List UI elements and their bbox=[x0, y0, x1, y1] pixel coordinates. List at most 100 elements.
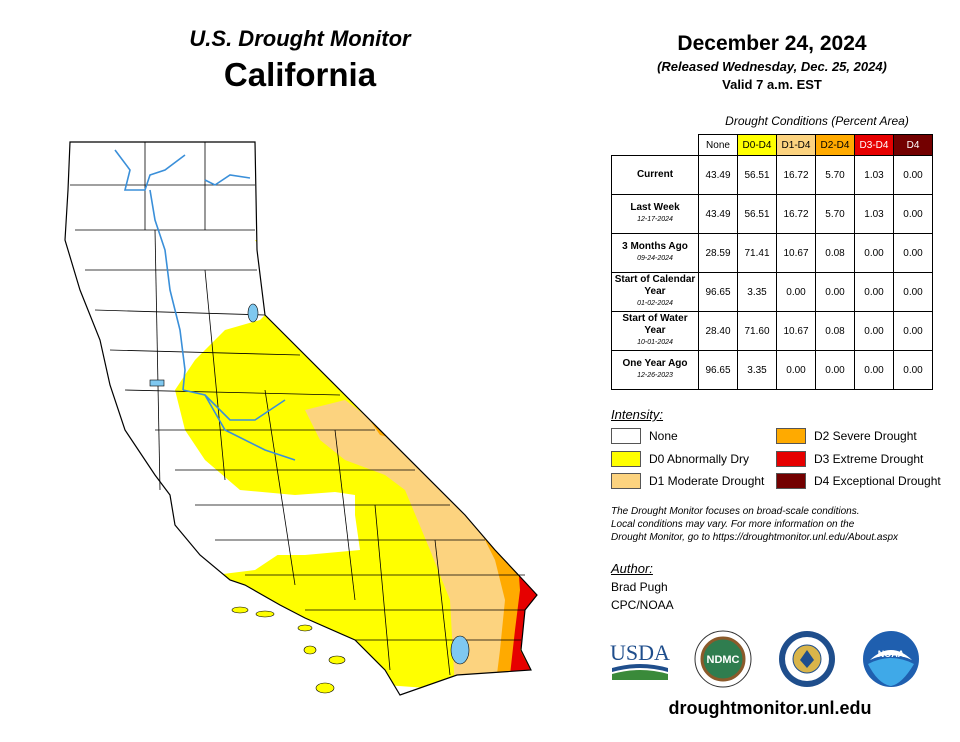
row-date: 01-02-2024 bbox=[637, 300, 673, 307]
row-label: Start of Calendar Year 01-02-2024 bbox=[611, 272, 699, 312]
col-d3-d4: D3-D4 bbox=[854, 134, 894, 156]
ndmc-text: NDMC bbox=[707, 654, 740, 666]
row-date: 10-01-2024 bbox=[637, 339, 673, 346]
table-cell: 3.35 bbox=[737, 350, 777, 390]
valid-time: Valid 7 a.m. EST bbox=[722, 77, 822, 92]
row-name: Current bbox=[636, 169, 674, 180]
col-d1-d4: D1-D4 bbox=[776, 134, 816, 156]
title-block: U.S. Drought Monitor California bbox=[120, 26, 480, 94]
col-d4: D4 bbox=[893, 134, 933, 156]
table-cell: 16.72 bbox=[776, 194, 816, 234]
table-row: Start of Water Year 10-01-2024 28.40 71.60 1… bbox=[611, 311, 933, 351]
table-cell: 5.70 bbox=[815, 194, 855, 234]
row-name: 3 Months Ago bbox=[622, 241, 688, 252]
table-cell: 16.72 bbox=[776, 155, 816, 195]
website-url[interactable]: droughtmonitor.unl.edu bbox=[668, 698, 872, 718]
table-cell: 0.00 bbox=[815, 272, 855, 312]
author-org: CPC/NOAA bbox=[611, 598, 674, 612]
legend-title: Intensity: bbox=[611, 407, 664, 422]
table-cell: 0.00 bbox=[893, 194, 933, 234]
legend-label: D2 Severe Drought bbox=[814, 429, 917, 443]
legend-label: D1 Moderate Drought bbox=[649, 474, 765, 488]
drought-areas bbox=[65, 142, 537, 695]
table-row: One Year Ago 12-26-2023 96.65 3.35 0.00 0.00 0… bbox=[611, 350, 933, 390]
table-cell: 0.08 bbox=[815, 233, 855, 273]
table-cell: 71.60 bbox=[737, 311, 777, 351]
col-d0-d4: D0-D4 bbox=[737, 134, 777, 156]
channel-islands bbox=[231, 606, 346, 694]
author-name: Brad Pugh bbox=[611, 580, 668, 594]
table-cell: 0.00 bbox=[893, 233, 933, 273]
table-cell: 5.70 bbox=[815, 155, 855, 195]
legend-d1: D1 Moderate Drought bbox=[611, 473, 764, 489]
row-label: Start of Water Year 10-01-2024 bbox=[611, 311, 699, 351]
row-label: Current bbox=[611, 155, 699, 195]
table-cell: 0.00 bbox=[815, 350, 855, 390]
table-cell: 56.51 bbox=[737, 155, 777, 195]
table-cell: 0.00 bbox=[893, 350, 933, 390]
table-cell: 1.03 bbox=[854, 194, 894, 234]
row-date: 12-17-2024 bbox=[637, 216, 673, 223]
table-cell: 96.65 bbox=[698, 350, 738, 390]
table-cell: 0.00 bbox=[854, 272, 894, 312]
note-line: The Drought Monitor focuses on broad-sca… bbox=[611, 506, 860, 517]
table-cell: 28.59 bbox=[698, 233, 738, 273]
table-cell: 10.67 bbox=[776, 233, 816, 273]
table-cell: 3.35 bbox=[737, 272, 777, 312]
row-name: Last Week bbox=[630, 202, 680, 213]
table-corner bbox=[612, 135, 699, 156]
table-row: Start of Calendar Year 01-02-2024 96.65 3.3… bbox=[611, 272, 933, 312]
rivers bbox=[114, 149, 296, 461]
table-cell: 0.00 bbox=[893, 272, 933, 312]
legend-swatch-d1 bbox=[611, 473, 641, 489]
legend-d0: D0 Abnormally Dry bbox=[611, 451, 749, 467]
legend-label: D3 Extreme Drought bbox=[814, 452, 924, 466]
commerce-seal-icon bbox=[779, 631, 835, 687]
legend-swatch-d3 bbox=[776, 451, 806, 467]
legend-swatch-d4 bbox=[776, 473, 806, 489]
usda-text: USDA bbox=[610, 640, 670, 665]
ndmc-seal-icon: NDMC bbox=[694, 630, 752, 688]
table-cell: 0.00 bbox=[854, 311, 894, 351]
col-d2-d4: D2-D4 bbox=[815, 134, 855, 156]
legend-swatch-none bbox=[611, 428, 641, 444]
table-cell: 43.49 bbox=[698, 155, 738, 195]
legend-swatch-d0 bbox=[611, 451, 641, 467]
table-cell: 0.00 bbox=[854, 233, 894, 273]
area-d2 bbox=[365, 413, 537, 690]
legend-d2: D2 Severe Drought bbox=[776, 428, 917, 444]
table-row: Current 43.49 56.51 16.72 5.70 1.03 0.00 bbox=[611, 155, 933, 195]
row-name: One Year Ago bbox=[622, 358, 688, 369]
table-cell: 71.41 bbox=[737, 233, 777, 273]
noaa-text: NOAA bbox=[878, 649, 905, 659]
row-name: Start of Water Year bbox=[622, 313, 688, 336]
table-cell: 43.49 bbox=[698, 194, 738, 234]
table-row: Last Week 12-17-2024 43.49 56.51 16.72 5.70 1.… bbox=[611, 194, 933, 234]
legend-label: D0 Abnormally Dry bbox=[649, 452, 750, 466]
col-none: None bbox=[698, 134, 738, 156]
drought-conditions-table: None D0-D4 D1-D4 D2-D4 D3-D4 D4 Current 4… bbox=[611, 134, 933, 390]
author-title: Author: bbox=[611, 561, 653, 576]
state-name: California bbox=[223, 56, 377, 93]
table-cell: 1.03 bbox=[854, 155, 894, 195]
county-lines bbox=[64, 141, 538, 696]
lakes bbox=[149, 303, 470, 665]
table-cell: 0.00 bbox=[893, 311, 933, 351]
legend-none: None bbox=[611, 428, 678, 444]
table-cell: 0.00 bbox=[893, 155, 933, 195]
table-cell: 96.65 bbox=[698, 272, 738, 312]
table-row: 3 Months Ago 09-24-2024 28.59 71.41 10.67 0.0… bbox=[611, 233, 933, 273]
date-block: December 24, 2024 (Released Wednesday, D… bbox=[600, 32, 944, 92]
note-line: Local conditions may vary. For more info… bbox=[611, 519, 855, 530]
legend-d3: D3 Extreme Drought bbox=[776, 451, 923, 467]
table-cell: 0.00 bbox=[776, 350, 816, 390]
usda-logo-icon: USDA bbox=[610, 640, 670, 680]
map-date: December 24, 2024 bbox=[677, 32, 867, 55]
california-drought-map bbox=[64, 141, 538, 696]
legend-d4: D4 Exceptional Drought bbox=[776, 473, 941, 489]
table-header-row: None D0-D4 D1-D4 D2-D4 D3-D4 D4 bbox=[612, 134, 933, 156]
legend-label: None bbox=[649, 429, 678, 443]
map-title: U.S. Drought Monitor bbox=[189, 26, 411, 51]
table-cell: 0.00 bbox=[776, 272, 816, 312]
legend-label: D4 Exceptional Drought bbox=[814, 474, 941, 488]
